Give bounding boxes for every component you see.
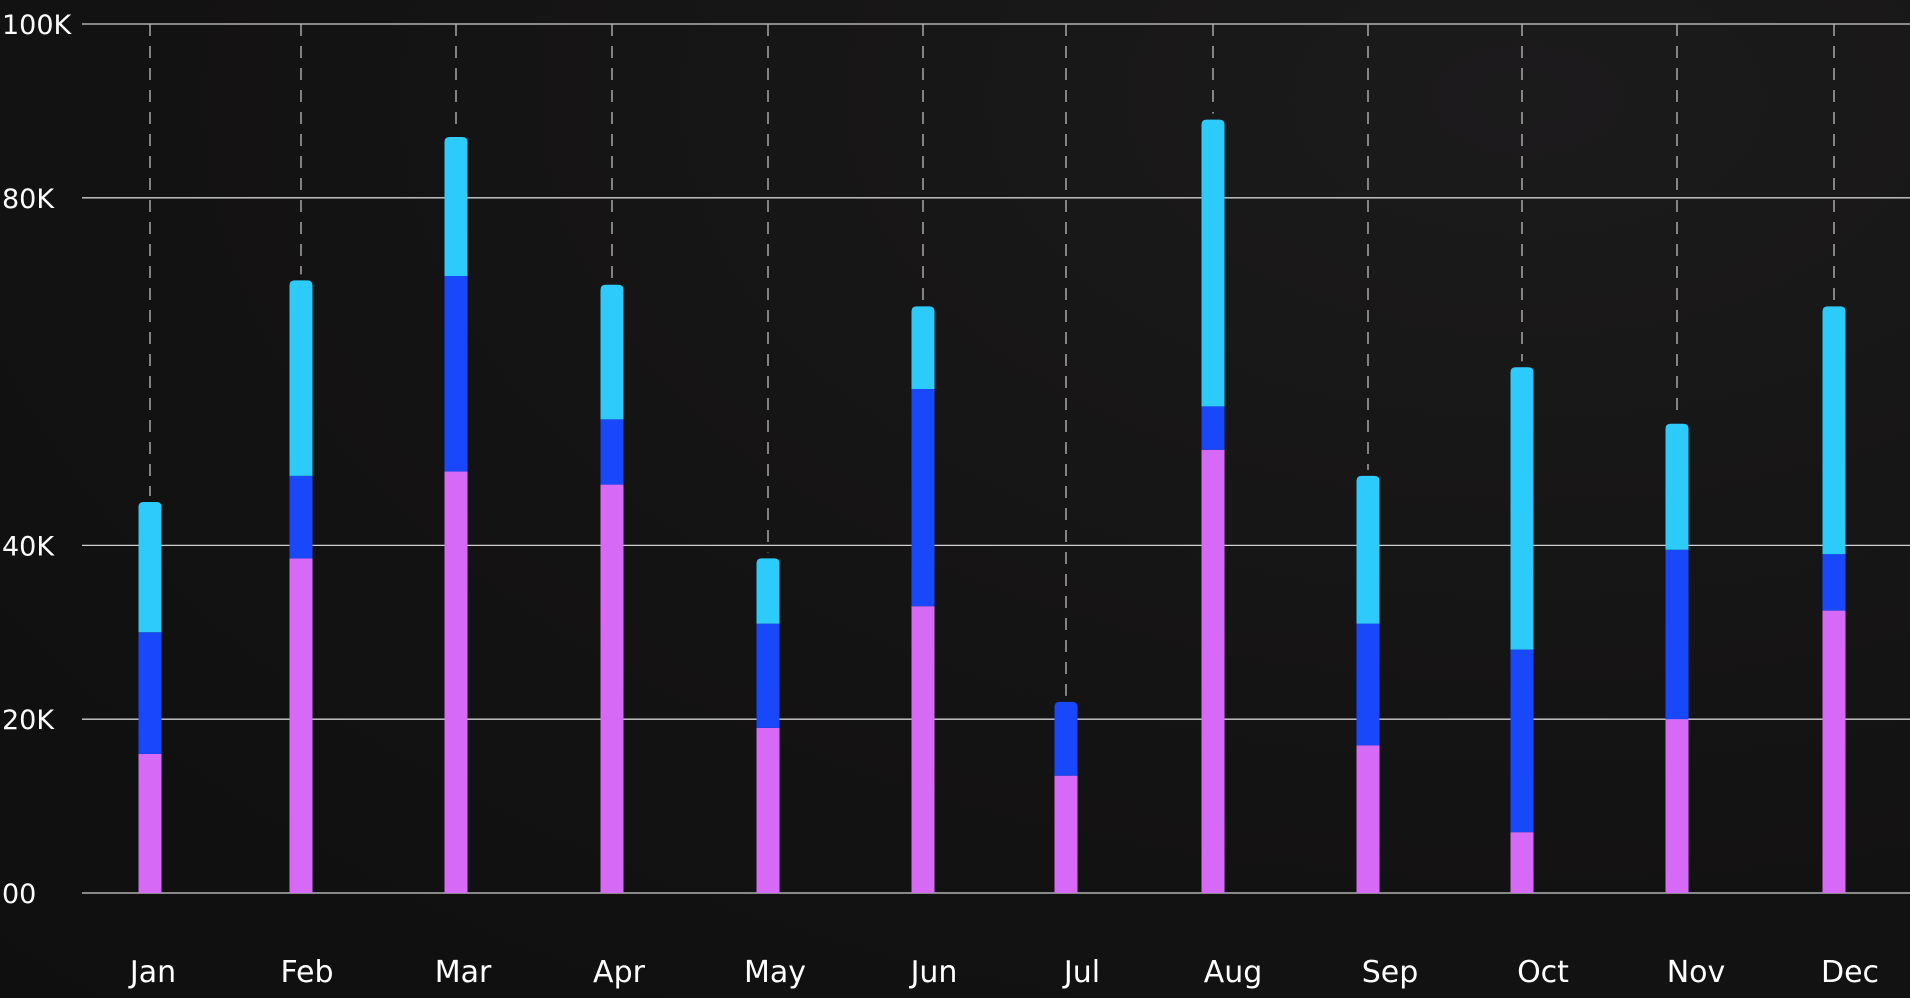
bar-segment-sep-1 <box>1356 745 1380 893</box>
bar-segment-jun-2 <box>911 388 935 607</box>
x-category-label: Feb <box>280 955 333 990</box>
bar-segment-oct-3 <box>1510 367 1534 650</box>
bar-segment-may-3 <box>756 558 780 624</box>
bar-segment-may-1 <box>756 727 780 893</box>
bar-segment-oct-2 <box>1510 649 1534 833</box>
bar-segment-oct-1 <box>1510 832 1534 893</box>
x-category-label: Dec <box>1821 955 1879 990</box>
bar-segment-dec-1 <box>1822 610 1846 893</box>
x-axis-categories: Jan Feb Mar Apr May Jun Jul Aug Sep Oct Nov Dec <box>128 955 1879 990</box>
y-tick-label: 20K <box>2 705 55 736</box>
bar-segment-mar-2 <box>444 276 468 472</box>
bar-segment-jun-3 <box>911 306 935 389</box>
x-category-label: May <box>744 955 806 990</box>
bar-segment-jan-3 <box>138 501 162 633</box>
bar-segment-aug-3 <box>1201 119 1225 407</box>
bar-segment-aug-1 <box>1201 449 1225 893</box>
bar-segment-apr-3 <box>600 284 624 420</box>
bar-segment-feb-2 <box>289 475 313 559</box>
bar-segment-feb-1 <box>289 558 313 893</box>
bar-segment-sep-2 <box>1356 623 1380 746</box>
x-category-label: Sep <box>1362 955 1419 990</box>
bar-segment-jan-2 <box>138 632 162 754</box>
bar-segment-jan-1 <box>138 753 162 893</box>
grid-layer <box>82 23 1910 894</box>
bar-segment-apr-1 <box>600 484 624 893</box>
bar-segment-aug-2 <box>1201 406 1225 450</box>
bar-segment-dec-3 <box>1822 306 1846 555</box>
x-category-label: Apr <box>593 955 646 990</box>
x-category-label: Jul <box>1062 955 1100 990</box>
bar-segment-nov-2 <box>1665 549 1689 720</box>
bars-layer <box>138 119 1846 893</box>
bar-segment-jul-1 <box>1054 775 1078 893</box>
bar-segment-jun-1 <box>911 606 935 893</box>
bar-segment-may-2 <box>756 623 780 728</box>
bar-segment-jul-2 <box>1054 701 1078 776</box>
bar-segment-mar-3 <box>444 136 468 277</box>
x-category-label: Jun <box>909 955 958 990</box>
y-tick-label: 00 <box>2 879 36 910</box>
y-tick-label: 100K <box>2 10 73 41</box>
bar-segment-sep-3 <box>1356 475 1380 624</box>
y-axis-ticks: 00 20K 40K 80K 100K <box>2 10 73 910</box>
bar-segment-nov-1 <box>1665 719 1689 893</box>
bar-segment-feb-3 <box>289 280 313 476</box>
y-tick-label: 40K <box>2 531 55 562</box>
x-category-label: Mar <box>435 955 492 990</box>
bar-segment-mar-1 <box>444 471 468 893</box>
x-category-label: Oct <box>1517 955 1569 990</box>
y-tick-label: 80K <box>2 184 55 215</box>
bar-segment-dec-2 <box>1822 554 1846 611</box>
bar-segment-nov-3 <box>1665 423 1689 550</box>
x-category-label: Aug <box>1204 955 1263 990</box>
bar-segment-apr-2 <box>600 419 624 485</box>
x-category-label: Nov <box>1667 955 1726 990</box>
x-category-label: Jan <box>128 955 176 990</box>
